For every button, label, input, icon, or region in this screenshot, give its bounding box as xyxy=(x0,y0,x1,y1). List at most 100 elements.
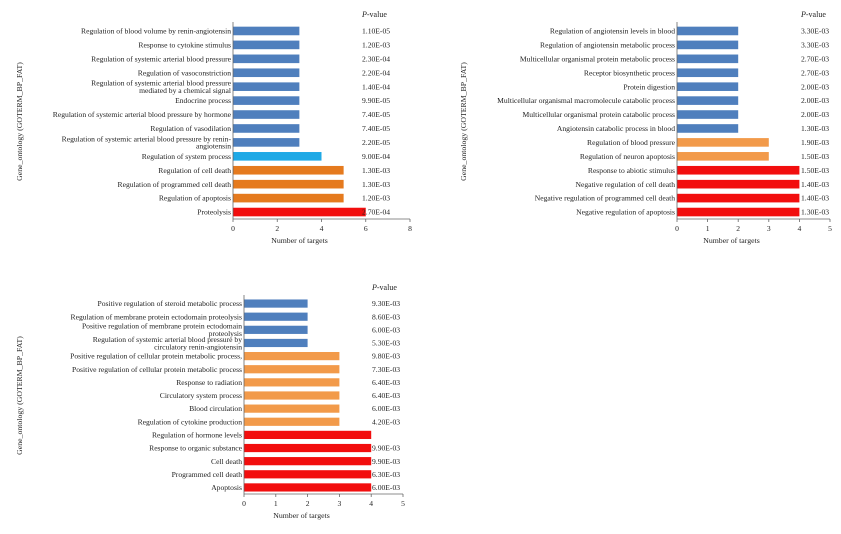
pvalue-label: 1.40E-03 xyxy=(801,180,829,189)
category-label: Response to radiation xyxy=(176,378,242,387)
bar xyxy=(233,55,299,64)
pvalue-label: 1.90E-03 xyxy=(801,138,829,147)
category-label: Regulation of systemic arterial blood pr… xyxy=(91,54,231,63)
pvalue-label: 9.90E-03 xyxy=(372,444,400,453)
bar xyxy=(244,326,308,334)
pvalue-label: 6.40E-03 xyxy=(372,391,400,400)
x-tick-label: 8 xyxy=(408,224,412,233)
pvalue-label: 9.90E-05 xyxy=(362,96,390,105)
pvalue-label: 6.00E-03 xyxy=(372,483,400,492)
bar xyxy=(244,378,339,386)
pvalue-label: 5.30E-03 xyxy=(372,339,400,348)
x-tick-label: 2 xyxy=(275,224,279,233)
y-axis-title: Gene_ontology (GOTERM_BP_FAT) xyxy=(15,62,24,181)
bar xyxy=(233,180,344,189)
category-label: Regulation of angiotensin levels in bloo… xyxy=(550,27,675,36)
bar xyxy=(244,418,339,426)
bar xyxy=(677,96,738,105)
category-label: Regulation of systemic arterial blood pr… xyxy=(53,110,232,119)
category-label: Regulation of cell death xyxy=(158,166,231,175)
x-tick-label: 1 xyxy=(274,499,278,508)
x-tick-label: 3 xyxy=(338,499,342,508)
category-label: Regulation of apoptosis xyxy=(159,194,231,203)
x-tick-label: 1 xyxy=(706,224,710,233)
pvalue-header-rest: -value xyxy=(377,283,397,292)
category-label: Response to cytokine stimulus xyxy=(138,40,231,49)
bar xyxy=(244,444,371,452)
category-label: Regulation of angiotensin metabolic proc… xyxy=(540,40,675,49)
category-label: Apoptosis xyxy=(211,483,242,492)
pvalue-header: P-value xyxy=(371,283,397,292)
category-label: Protein digestion xyxy=(623,82,675,91)
go-enrichment-figure: P-valueRegulation of blood volume by ren… xyxy=(0,0,841,534)
pvalue-label: 2.20E-04 xyxy=(362,68,390,77)
pvalue-label: 1.20E-03 xyxy=(362,194,390,203)
pvalue-label: 9.00E-04 xyxy=(362,152,390,161)
category-label: Regulation of system process xyxy=(142,152,231,161)
category-label: Positive regulation of steroid metabolic… xyxy=(98,299,243,308)
bar xyxy=(244,457,371,465)
pvalue-label: 9.90E-03 xyxy=(372,457,400,466)
pvalue-label: 9.80E-03 xyxy=(372,352,400,361)
pvalue-label: 6.40E-03 xyxy=(372,378,400,387)
pvalue-label: 1.30E-03 xyxy=(801,208,829,217)
category-label: Circulatory system process xyxy=(160,391,242,400)
x-tick-label: 6 xyxy=(364,224,368,233)
bar xyxy=(244,483,371,491)
category-label: Receptor biosynthetic process xyxy=(584,68,675,77)
category-label: Positive regulation of cellular protein … xyxy=(72,365,242,374)
pvalue-label: 6.30E-03 xyxy=(372,470,400,479)
pvalue-label: 9.30E-03 xyxy=(372,299,400,308)
bar xyxy=(677,55,738,64)
pvalue-label: 2.20E-05 xyxy=(362,138,390,147)
pvalue-label: 2.30E-04 xyxy=(362,54,390,63)
pvalue-label: 7.40E-05 xyxy=(362,110,390,119)
x-tick-label: 0 xyxy=(675,224,679,233)
x-tick-label: 5 xyxy=(401,499,405,508)
bar xyxy=(677,124,738,133)
category-label: Regulation of vasoconstriction xyxy=(138,68,231,77)
x-tick-label: 5 xyxy=(828,224,832,233)
category-label: Regulation of programmed cell death xyxy=(118,180,232,189)
bar xyxy=(244,313,308,321)
pvalue-label: 7.40E-05 xyxy=(362,124,390,133)
bar xyxy=(677,208,799,217)
category-label: Regulation of membrane protein ectodomai… xyxy=(71,312,242,321)
bar xyxy=(677,180,799,189)
bar xyxy=(233,208,366,217)
x-tick-label: 0 xyxy=(231,224,235,233)
pvalue-label: 3.30E-03 xyxy=(801,40,829,49)
category-label: Programmed cell death xyxy=(172,470,243,479)
x-axis-title: Number of targets xyxy=(703,236,760,245)
bar xyxy=(233,82,299,91)
pvalue-label: 8.60E-03 xyxy=(372,312,400,321)
bar xyxy=(233,194,344,203)
bar xyxy=(233,138,299,147)
pvalue-label: 3.30E-03 xyxy=(801,27,829,36)
chart-3: P-value Positive regulation of steroid me… xyxy=(15,283,405,520)
category-label: Regulation of neuron apoptosis xyxy=(580,152,675,161)
category-label: Multicellular organismal protein metabol… xyxy=(520,54,675,63)
category-label: Positive regulation of cellular protein … xyxy=(70,352,242,361)
bar xyxy=(677,41,738,50)
bar xyxy=(233,166,344,175)
bar xyxy=(677,138,769,147)
pvalue-label: 2.70E-03 xyxy=(801,68,829,77)
category-label: Regulation of blood pressure xyxy=(587,138,676,147)
bar xyxy=(244,470,371,478)
pvalue-label: 1.50E-03 xyxy=(801,166,829,175)
x-tick-label: 2 xyxy=(306,499,310,508)
pvalue-label: 2.70E-03 xyxy=(801,54,829,63)
pvalue-label: 2.70E-04 xyxy=(362,208,390,217)
bar xyxy=(677,166,799,175)
bar xyxy=(677,27,738,36)
category-label: Multicellular organismal protein catabol… xyxy=(522,110,675,119)
bar xyxy=(677,68,738,77)
y-axis-title: Gene_ontology (GOTERM_BP_FAT) xyxy=(15,336,24,455)
pvalue-label: 2.00E-03 xyxy=(801,82,829,91)
bar xyxy=(233,96,299,105)
pvalue-header: P-value xyxy=(800,10,826,19)
pvalue-header-rest: -value xyxy=(806,10,826,19)
x-tick-label: 4 xyxy=(369,499,373,508)
x-tick-label: 2 xyxy=(736,224,740,233)
